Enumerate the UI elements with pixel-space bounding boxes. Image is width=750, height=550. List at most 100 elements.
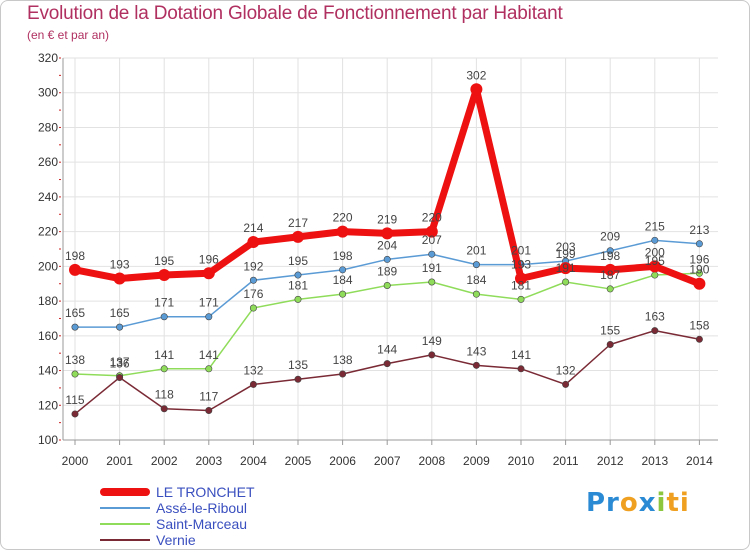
- data-label-saint-marceau: 141: [199, 348, 219, 362]
- point-vernie: [651, 327, 659, 335]
- point-vernie: [517, 365, 525, 373]
- legend-item-saint-marceau: Saint-Marceau: [100, 516, 360, 532]
- data-label-le-tronchet: 302: [466, 68, 486, 82]
- data-label-ass-le-riboul: 209: [600, 230, 620, 244]
- legend-label: Assé-le-Riboul: [156, 500, 248, 516]
- data-label-saint-marceau: 138: [65, 353, 85, 367]
- point-vernie: [294, 375, 302, 383]
- x-tick-label: 2002: [151, 454, 178, 468]
- point-vernie: [160, 405, 168, 413]
- series-lines: [69, 83, 706, 418]
- point-saint-marceau: [428, 278, 436, 286]
- data-label-vernie: 117: [199, 389, 218, 403]
- data-label-saint-marceau: 191: [422, 261, 442, 275]
- point-le-tronchet: [559, 262, 572, 275]
- x-tick-label: 2012: [597, 454, 624, 468]
- data-label-vernie: 144: [377, 343, 397, 357]
- x-tick-label: 2007: [374, 454, 401, 468]
- legend-label: Vernie: [156, 532, 196, 548]
- data-label-le-tronchet: 193: [511, 258, 531, 272]
- data-label-ass-le-riboul: 165: [65, 306, 85, 320]
- point-le-tronchet: [604, 263, 617, 276]
- point-vernie: [339, 370, 347, 378]
- data-label-le-tronchet: 220: [333, 211, 353, 225]
- point-saint-marceau: [249, 304, 257, 312]
- proxiti-logo: Proxiti: [586, 488, 690, 518]
- point-ass-le-riboul: [651, 236, 659, 244]
- point-ass-le-riboul: [205, 313, 213, 321]
- legend-item-ass-le-riboul: Assé-le-Riboul: [100, 500, 360, 516]
- point-ass-le-riboul: [383, 255, 391, 263]
- point-vernie: [205, 406, 213, 414]
- data-label-saint-marceau: 141: [154, 348, 174, 362]
- data-label-saint-marceau: 191: [556, 261, 576, 275]
- point-saint-marceau: [294, 295, 302, 303]
- data-label-vernie: 138: [333, 353, 353, 367]
- data-label-ass-le-riboul: 198: [333, 249, 353, 263]
- point-ass-le-riboul: [249, 276, 257, 284]
- point-le-tronchet: [247, 236, 260, 249]
- data-label-saint-marceau: 196: [689, 252, 709, 266]
- point-le-tronchet: [515, 272, 527, 285]
- data-label-le-tronchet: 214: [243, 221, 263, 235]
- data-label-saint-marceau: 184: [333, 273, 353, 287]
- point-le-tronchet: [381, 227, 394, 240]
- point-le-tronchet: [336, 225, 349, 238]
- data-label-le-tronchet: 195: [154, 254, 174, 268]
- logo-letters: o: [619, 488, 639, 518]
- point-vernie: [695, 335, 703, 343]
- data-label-ass-le-riboul: 171: [154, 296, 174, 310]
- x-tick-label: 2014: [686, 454, 713, 468]
- point-le-tronchet: [693, 277, 706, 290]
- data-label-le-tronchet: 193: [110, 258, 130, 272]
- x-tick-label: 2013: [641, 454, 668, 468]
- logo-letters: x: [638, 488, 657, 518]
- x-tick-label: 2003: [195, 454, 222, 468]
- data-label-saint-marceau: 181: [288, 278, 308, 292]
- data-label-vernie: 141: [511, 348, 531, 362]
- y-tick-label: 220: [38, 225, 58, 239]
- data-label-le-tronchet: 199: [556, 247, 576, 261]
- chart-subtitle: (en € et par an): [27, 28, 110, 42]
- point-saint-marceau: [651, 271, 659, 279]
- data-label-saint-marceau: 137: [110, 355, 130, 369]
- data-label-vernie: 155: [600, 324, 620, 338]
- point-saint-marceau: [472, 290, 480, 298]
- data-label-le-tronchet: 220: [422, 211, 442, 225]
- point-saint-marceau: [383, 281, 391, 289]
- point-le-tronchet: [425, 225, 438, 238]
- point-saint-marceau: [339, 290, 347, 298]
- point-ass-le-riboul: [472, 261, 480, 269]
- data-label-vernie: 115: [65, 393, 84, 407]
- point-vernie: [383, 360, 391, 368]
- data-label-ass-le-riboul: 203: [556, 240, 576, 254]
- data-label-vernie: 132: [243, 363, 263, 377]
- x-tick-label: 2005: [285, 454, 312, 468]
- point-le-tronchet: [292, 230, 304, 243]
- legend-label: Saint-Marceau: [156, 516, 248, 532]
- point-vernie: [116, 373, 124, 381]
- data-label-ass-le-riboul: 215: [645, 219, 665, 233]
- point-ass-le-riboul: [71, 323, 79, 331]
- point-saint-marceau: [517, 295, 525, 303]
- data-labels: 165 165 171 171 192 195 198 204 207 201 201 203 209 2…: [65, 68, 710, 407]
- data-label-vernie: 132: [556, 363, 576, 377]
- y-tick-label: 300: [38, 86, 58, 100]
- data-label-ass-le-riboul: 201: [511, 244, 531, 258]
- point-vernie: [71, 410, 79, 418]
- data-label-saint-marceau: 187: [600, 268, 620, 282]
- point-vernie: [249, 380, 257, 388]
- data-label-le-tronchet: 196: [199, 252, 219, 266]
- legend-item-le-tronchet: LE TRONCHET: [100, 484, 360, 500]
- data-label-ass-le-riboul: 201: [466, 244, 486, 258]
- point-ass-le-riboul: [160, 313, 168, 321]
- point-ass-le-riboul: [339, 266, 347, 274]
- y-tick-label: 140: [38, 364, 58, 378]
- data-label-le-tronchet: 198: [600, 249, 620, 263]
- data-label-ass-le-riboul: 171: [199, 296, 219, 310]
- y-tick-label: 320: [38, 51, 58, 65]
- y-tick-label: 100: [38, 433, 58, 447]
- data-label-le-tronchet: 198: [65, 249, 85, 263]
- point-le-tronchet: [470, 83, 483, 96]
- point-ass-le-riboul: [606, 247, 614, 255]
